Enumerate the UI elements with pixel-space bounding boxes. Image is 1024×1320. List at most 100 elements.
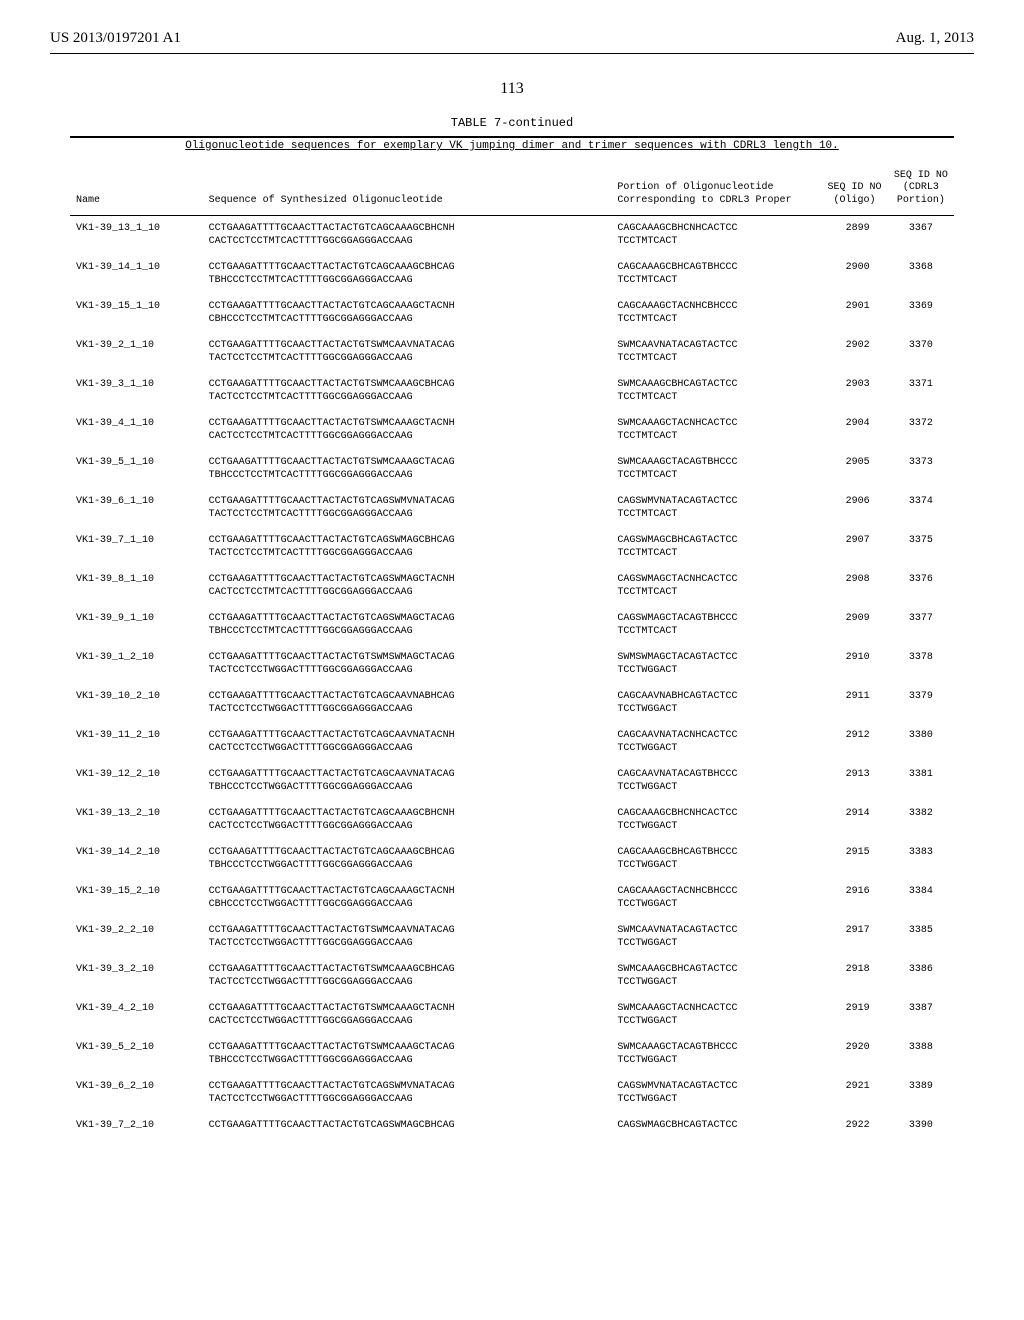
cell-seqid-cdrl3: 3386	[888, 957, 954, 996]
table-row: VK1-39_3_2_10CCTGAAGATTTTGCAACTTACTACTGT…	[70, 957, 954, 996]
publication-number: US 2013/0197201 A1	[50, 30, 181, 47]
cell-seqid-oligo: 2922	[821, 1113, 887, 1140]
cell-seqid-cdrl3: 3388	[888, 1035, 954, 1074]
cell-seqid-oligo: 2920	[821, 1035, 887, 1074]
cell-portion: SWMCAAAGCTACNHCACTCC TCCTWGGACT	[611, 996, 821, 1035]
sequence-table: Oligonucleotide sequences for exemplary …	[70, 136, 954, 1140]
table-row: VK1-39_4_2_10CCTGAAGATTTTGCAACTTACTACTGT…	[70, 996, 954, 1035]
cell-portion: CAGCAAVNATACNHCACTCC TCCTWGGACT	[611, 723, 821, 762]
cell-seqid-cdrl3: 3383	[888, 840, 954, 879]
cell-seqid-oligo: 2910	[821, 645, 887, 684]
cell-seqid-cdrl3: 3385	[888, 918, 954, 957]
cell-seqid-oligo: 2912	[821, 723, 887, 762]
cell-sequence: CCTGAAGATTTTGCAACTTACTACTGTCAGCAAVNABHCA…	[203, 684, 612, 723]
cell-sequence: CCTGAAGATTTTGCAACTTACTACTGTCAGCAAAGCBHCA…	[203, 840, 612, 879]
cell-seqid-cdrl3: 3367	[888, 216, 954, 256]
cell-seqid-oligo: 2904	[821, 411, 887, 450]
col-header-seqid-cdrl3: SEQ ID NO (CDRL3 Portion)	[888, 160, 954, 216]
cell-name: VK1-39_13_2_10	[70, 801, 203, 840]
cell-sequence: CCTGAAGATTTTGCAACTTACTACTGTSWMCAAAGCTACN…	[203, 411, 612, 450]
cell-portion: CAGSWMVNATACAGTACTCC TCCTMTCACT	[611, 489, 821, 528]
cell-name: VK1-39_9_1_10	[70, 606, 203, 645]
table-wrap: TABLE 7-continued Oligonucleotide sequen…	[0, 116, 1024, 1180]
cell-portion: SWMCAAAGCBHCAGTACTCC TCCTWGGACT	[611, 957, 821, 996]
cell-name: VK1-39_15_2_10	[70, 879, 203, 918]
cell-name: VK1-39_3_1_10	[70, 372, 203, 411]
col-header-sequence: Sequence of Synthesized Oligonucleotide	[203, 160, 612, 216]
cell-sequence: CCTGAAGATTTTGCAACTTACTACTGTSWMCAAAGCTACA…	[203, 1035, 612, 1074]
cell-sequence: CCTGAAGATTTTGCAACTTACTACTGTSWMCAAAGCTACA…	[203, 450, 612, 489]
table-row: VK1-39_1_2_10CCTGAAGATTTTGCAACTTACTACTGT…	[70, 645, 954, 684]
cell-name: VK1-39_13_1_10	[70, 216, 203, 256]
cell-name: VK1-39_4_2_10	[70, 996, 203, 1035]
table-row: VK1-39_6_1_10CCTGAAGATTTTGCAACTTACTACTGT…	[70, 489, 954, 528]
cell-sequence: CCTGAAGATTTTGCAACTTACTACTGTCAGCAAAGCTACN…	[203, 294, 612, 333]
page-number: 113	[0, 80, 1024, 98]
cell-name: VK1-39_14_1_10	[70, 255, 203, 294]
cell-seqid-oligo: 2905	[821, 450, 887, 489]
table-row: VK1-39_9_1_10CCTGAAGATTTTGCAACTTACTACTGT…	[70, 606, 954, 645]
cell-portion: CAGSWMAGCBHCAGTACTCC	[611, 1113, 821, 1140]
cell-portion: SWMCAAAGCTACAGTBHCCC TCCTMTCACT	[611, 450, 821, 489]
cell-sequence: CCTGAAGATTTTGCAACTTACTACTGTSWMCAAVNATACA…	[203, 333, 612, 372]
cell-seqid-oligo: 2903	[821, 372, 887, 411]
table-row: VK1-39_3_1_10CCTGAAGATTTTGCAACTTACTACTGT…	[70, 372, 954, 411]
cell-name: VK1-39_10_2_10	[70, 684, 203, 723]
cell-sequence: CCTGAAGATTTTGCAACTTACTACTGTCAGSWMAGCTACN…	[203, 567, 612, 606]
cell-name: VK1-39_2_2_10	[70, 918, 203, 957]
cell-portion: CAGCAAVNATACAGTBHCCC TCCTWGGACT	[611, 762, 821, 801]
table-row: VK1-39_13_2_10CCTGAAGATTTTGCAACTTACTACTG…	[70, 801, 954, 840]
cell-sequence: CCTGAAGATTTTGCAACTTACTACTGTSWMCAAAGCBHCA…	[203, 372, 612, 411]
table-body: VK1-39_13_1_10CCTGAAGATTTTGCAACTTACTACTG…	[70, 216, 954, 1140]
table-row: VK1-39_2_1_10CCTGAAGATTTTGCAACTTACTACTGT…	[70, 333, 954, 372]
cell-sequence: CCTGAAGATTTTGCAACTTACTACTGTCAGSWMAGCBHCA…	[203, 528, 612, 567]
table-caption: TABLE 7-continued	[70, 116, 954, 130]
cell-portion: CAGCAAAGCBHCAGTBHCCC TCCTMTCACT	[611, 255, 821, 294]
cell-sequence: CCTGAAGATTTTGCAACTTACTACTGTCAGCAAAGCTACN…	[203, 879, 612, 918]
cell-seqid-cdrl3: 3389	[888, 1074, 954, 1113]
table-row: VK1-39_15_1_10CCTGAAGATTTTGCAACTTACTACTG…	[70, 294, 954, 333]
col-header-seqid-oligo: SEQ ID NO (Oligo)	[821, 160, 887, 216]
cell-seqid-cdrl3: 3378	[888, 645, 954, 684]
cell-seqid-oligo: 2901	[821, 294, 887, 333]
cell-name: VK1-39_12_2_10	[70, 762, 203, 801]
cell-portion: CAGCAAAGCBHCNHCACTCC TCCTWGGACT	[611, 801, 821, 840]
cell-portion: CAGSWMAGCBHCAGTACTCC TCCTMTCACT	[611, 528, 821, 567]
cell-sequence: CCTGAAGATTTTGCAACTTACTACTGTSWMCAAAGCBHCA…	[203, 957, 612, 996]
cell-portion: SWMCAAAGCTACNHCACTCC TCCTMTCACT	[611, 411, 821, 450]
cell-seqid-oligo: 2909	[821, 606, 887, 645]
table-row: VK1-39_5_2_10CCTGAAGATTTTGCAACTTACTACTGT…	[70, 1035, 954, 1074]
cell-portion: CAGCAAVNABHCAGTACTCC TCCTWGGACT	[611, 684, 821, 723]
cell-seqid-cdrl3: 3381	[888, 762, 954, 801]
cell-portion: CAGSWMVNATACAGTACTCC TCCTWGGACT	[611, 1074, 821, 1113]
cell-name: VK1-39_3_2_10	[70, 957, 203, 996]
cell-portion: CAGCAAAGCTACNHCBHCCC TCCTMTCACT	[611, 294, 821, 333]
cell-name: VK1-39_7_1_10	[70, 528, 203, 567]
cell-sequence: CCTGAAGATTTTGCAACTTACTACTGTCAGSWMAGCTACA…	[203, 606, 612, 645]
table-row: VK1-39_14_1_10CCTGAAGATTTTGCAACTTACTACTG…	[70, 255, 954, 294]
cell-sequence: CCTGAAGATTTTGCAACTTACTACTGTCAGCAAAGCBHCA…	[203, 255, 612, 294]
cell-seqid-oligo: 2918	[821, 957, 887, 996]
cell-name: VK1-39_6_1_10	[70, 489, 203, 528]
cell-portion: CAGSWMAGCTACNHCACTCC TCCTMTCACT	[611, 567, 821, 606]
cell-portion: SWMCAAVNATACAGTACTCC TCCTMTCACT	[611, 333, 821, 372]
cell-seqid-cdrl3: 3390	[888, 1113, 954, 1140]
cell-seqid-cdrl3: 3374	[888, 489, 954, 528]
cell-portion: SWMCAAAGCBHCAGTACTCC TCCTMTCACT	[611, 372, 821, 411]
cell-name: VK1-39_1_2_10	[70, 645, 203, 684]
cell-seqid-cdrl3: 3373	[888, 450, 954, 489]
cell-sequence: CCTGAAGATTTTGCAACTTACTACTGTCAGCAAAGCBHCN…	[203, 801, 612, 840]
cell-sequence: CCTGAAGATTTTGCAACTTACTACTGTCAGCAAAGCBHCN…	[203, 216, 612, 256]
cell-name: VK1-39_15_1_10	[70, 294, 203, 333]
cell-portion: CAGCAAAGCBHCNHCACTCC TCCTMTCACT	[611, 216, 821, 256]
cell-name: VK1-39_14_2_10	[70, 840, 203, 879]
table-row: VK1-39_4_1_10CCTGAAGATTTTGCAACTTACTACTGT…	[70, 411, 954, 450]
col-header-name: Name	[70, 160, 203, 216]
cell-seqid-cdrl3: 3380	[888, 723, 954, 762]
cell-seqid-cdrl3: 3387	[888, 996, 954, 1035]
cell-seqid-oligo: 2915	[821, 840, 887, 879]
cell-seqid-oligo: 2917	[821, 918, 887, 957]
table-row: VK1-39_2_2_10CCTGAAGATTTTGCAACTTACTACTGT…	[70, 918, 954, 957]
cell-seqid-cdrl3: 3375	[888, 528, 954, 567]
cell-seqid-oligo: 2902	[821, 333, 887, 372]
